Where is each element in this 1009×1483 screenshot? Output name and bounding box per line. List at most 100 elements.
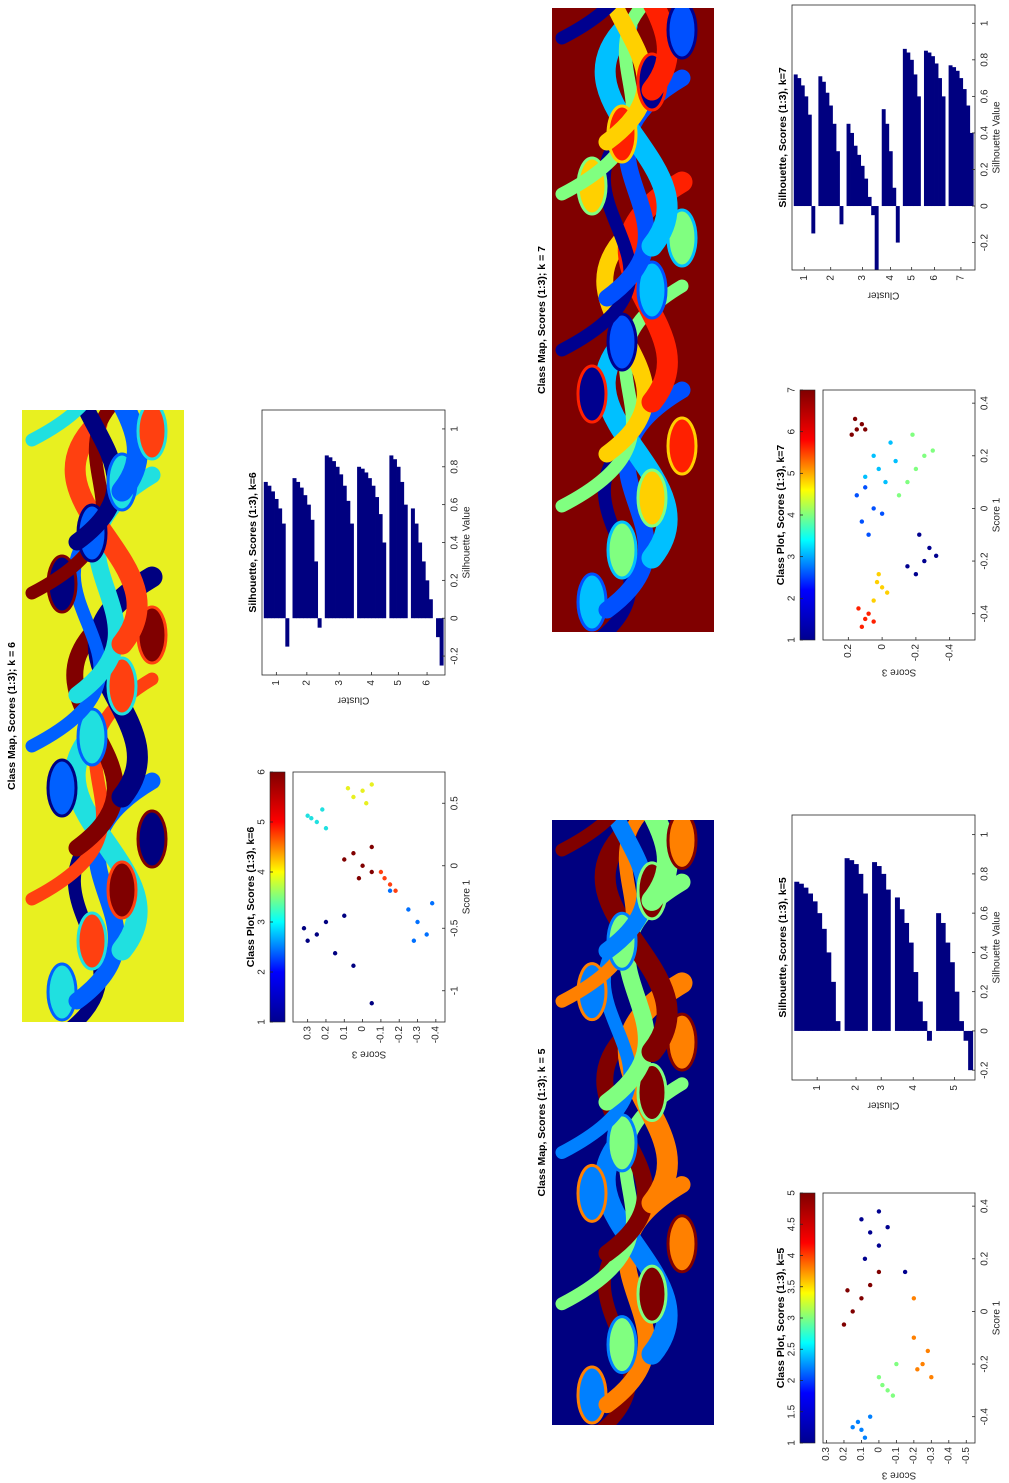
- plot-title: Silhouette, Scores (1:3), k=5: [777, 877, 789, 1018]
- map-region: [636, 1264, 668, 1324]
- class-map: [25, 410, 168, 1022]
- panel-scatter: Class Plot, Scores (1:3), k=6 1 2 3 4 5 6 -1 -0.…: [245, 769, 473, 1060]
- x-tick-label: 0.6: [980, 906, 991, 920]
- y-tick-label: 4: [366, 680, 377, 686]
- silhouette-bar: [949, 962, 955, 1031]
- silhouette-bar: [830, 981, 836, 1031]
- scatter-point: [859, 1217, 864, 1222]
- colorbar-tick-label: 3: [787, 1315, 798, 1321]
- silhouette-bar: [439, 618, 444, 666]
- map-region: [555, 279, 689, 513]
- scatter-point: [351, 794, 356, 800]
- scatter-point: [867, 1414, 873, 1419]
- colorbar-tick-label: 6: [257, 769, 268, 775]
- scatter-point: [415, 919, 420, 925]
- scatter-point: [885, 1388, 890, 1393]
- y-axis-label: Cluster: [867, 1099, 899, 1110]
- scatter-point: [866, 611, 871, 616]
- scatter-point: [876, 572, 881, 577]
- scatter-point: [871, 453, 876, 458]
- scatter-point: [876, 1243, 882, 1248]
- scatter-point: [917, 532, 922, 537]
- x-tick-label: -0.2: [450, 647, 461, 665]
- plot-title: Class Plot, Scores (1:3), k=6: [245, 827, 257, 968]
- map-region: [636, 260, 668, 320]
- colorbar: [269, 771, 286, 1023]
- plot-title: Class Plot, Scores (1:3), k=7: [775, 445, 787, 586]
- silhouette-bar: [934, 63, 939, 207]
- scatter-point: [387, 888, 393, 893]
- silhouette-bar: [793, 74, 798, 207]
- y-tick-label: 3: [857, 275, 868, 281]
- silhouette-bar: [818, 76, 823, 207]
- scatter-point: [320, 807, 325, 812]
- scatter-point: [314, 932, 320, 937]
- silhouette-bar: [963, 1030, 969, 1041]
- silhouette-bar: [832, 123, 837, 207]
- map-region: [106, 656, 138, 716]
- silhouette-bar: [371, 485, 376, 619]
- x-tick-label: 0.4: [450, 535, 461, 549]
- map-region: [555, 8, 689, 201]
- scatter-point: [859, 422, 865, 427]
- scatter-point: [871, 619, 876, 624]
- silhouette-bar: [274, 498, 279, 619]
- scatter-point: [856, 606, 861, 611]
- scatter-point: [369, 1001, 374, 1006]
- x-tick-label: 0.6: [980, 89, 991, 103]
- map-region: [76, 707, 108, 767]
- scatter-point: [360, 863, 365, 868]
- silhouette-bar: [969, 132, 974, 207]
- silhouette-bar: [959, 78, 964, 207]
- silhouette-bar: [811, 206, 816, 234]
- silhouette-bar: [812, 901, 818, 1031]
- y-tick-label: 4: [885, 275, 896, 281]
- silhouette-bar: [392, 459, 397, 619]
- map-region: [576, 572, 608, 632]
- scatter-point: [902, 1269, 908, 1275]
- y-tick-label: -0.4: [943, 1447, 954, 1465]
- scatter-point: [880, 1382, 885, 1388]
- silhouette-bar: [278, 508, 283, 619]
- silhouette-bar: [876, 866, 882, 1031]
- silhouette-bar: [846, 123, 851, 207]
- scatter-point: [885, 1225, 890, 1230]
- map-region: [606, 520, 638, 580]
- scatter-point: [850, 1309, 855, 1314]
- scatter-point: [305, 813, 310, 818]
- y-tick-label: 6: [422, 680, 433, 686]
- scatter-point: [360, 788, 365, 793]
- x-tick-label: -0.2: [980, 1355, 991, 1373]
- scatter-point: [859, 624, 865, 630]
- silhouette-bar: [966, 105, 971, 207]
- map-region: [576, 1163, 608, 1223]
- y-tick-label: 5: [393, 680, 404, 686]
- scatter-point: [382, 876, 387, 881]
- x-tick-label: -0.4: [980, 605, 991, 623]
- x-tick-label: 0.2: [450, 573, 461, 587]
- y-tick-label: 7: [956, 275, 967, 281]
- silhouette-bar: [922, 1021, 928, 1031]
- scatter-point: [323, 826, 329, 831]
- map-region: [576, 1365, 608, 1425]
- map-region: [606, 312, 638, 372]
- map-title: Class Map, Scores (1:3); k = 7: [536, 246, 548, 394]
- x-tick-label: 0.2: [980, 1251, 991, 1265]
- scatter-point: [863, 474, 868, 480]
- silhouette-bar: [367, 478, 372, 619]
- silhouette-bar: [858, 873, 864, 1031]
- silhouette-bar: [303, 495, 308, 619]
- silhouette-bar: [436, 618, 441, 638]
- silhouette-bar: [844, 858, 850, 1031]
- y-tick-label: 2: [301, 680, 312, 686]
- map-region: [666, 416, 698, 476]
- panel-scatter: Class Plot, Scores (1:3), k=7 1 2 3 4 5 6 7 -0.4…: [775, 387, 1003, 678]
- y-tick-label: 1: [271, 680, 282, 686]
- y-tick-label: 5: [906, 275, 917, 281]
- y-tick-label: -0.2: [394, 1026, 405, 1044]
- scatter-point: [387, 882, 393, 887]
- silhouette-bar: [940, 922, 946, 1031]
- x-tick-label: 0: [980, 203, 991, 209]
- scatter-point: [855, 1419, 861, 1425]
